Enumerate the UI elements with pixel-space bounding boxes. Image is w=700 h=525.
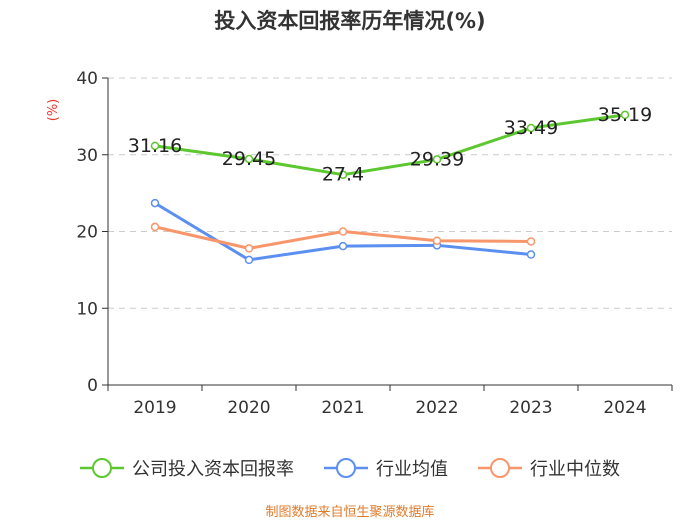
- y-tick-label: 30: [76, 146, 98, 166]
- data-label: 35.19: [598, 104, 652, 126]
- data-label-layer: 31.16 29.45 27.4 29.39 33.49 35.19: [128, 104, 652, 186]
- data-point: [620, 110, 630, 120]
- x-tick-label: 2024: [603, 398, 646, 418]
- data-point: [432, 155, 442, 164]
- x-tick-label: 2021: [321, 398, 364, 418]
- legend-marker-icon: [336, 458, 356, 478]
- data-point: [244, 255, 254, 265]
- axis-layer: 0 10 20 30 40 2019 2020 2021 2022 2023 2024: [76, 69, 673, 418]
- data-point: [150, 222, 160, 232]
- legend-label: 公司投入资本回报率: [132, 459, 294, 480]
- y-tick-label: 20: [76, 223, 98, 243]
- data-label: 33.49: [504, 117, 558, 139]
- grid-layer: [108, 77, 672, 309]
- legend-item-0[interactable]: 公司投入资本回报率: [80, 458, 294, 480]
- x-tick-label: 2023: [509, 398, 552, 418]
- data-point: [150, 141, 160, 151]
- data-point: [526, 237, 536, 246]
- legend-marker-icon: [92, 458, 112, 478]
- data-point: [432, 236, 442, 245]
- data-point: [526, 123, 536, 133]
- legend-label: 行业中位数: [530, 459, 620, 480]
- data-point: [526, 250, 536, 259]
- data-label: 29.45: [222, 148, 276, 170]
- x-tick-label: 2019: [133, 398, 176, 418]
- data-point: [338, 241, 348, 251]
- chart-title: 投入资本回报率历年情况(%): [214, 9, 485, 33]
- data-point: [150, 198, 160, 208]
- y-tick-label: 40: [76, 69, 98, 89]
- data-point: [338, 170, 348, 179]
- series-layer: [150, 110, 630, 265]
- data-point: [244, 154, 254, 164]
- data-point: [338, 227, 348, 236]
- legend-label: 行业均值: [376, 459, 448, 480]
- x-tick-label: 2020: [227, 398, 270, 418]
- legend: 公司投入资本回报率 行业均值 行业中位数: [80, 458, 620, 480]
- source-note: 制图数据来自恒生聚源数据库: [265, 504, 434, 520]
- data-label: 31.16: [128, 135, 182, 157]
- data-label: 27.4: [322, 164, 364, 186]
- y-tick-label: 0: [87, 376, 98, 396]
- legend-marker-icon: [490, 458, 510, 478]
- series-line-0: [154, 113, 626, 177]
- data-point: [244, 244, 254, 253]
- data-label: 29.39: [410, 148, 464, 170]
- legend-item-1[interactable]: 行业均值: [324, 458, 448, 480]
- y-tick-label: 10: [76, 299, 98, 319]
- x-tick-label: 2022: [415, 398, 458, 418]
- legend-item-2[interactable]: 行业中位数: [478, 458, 620, 480]
- y-axis-unit-label: (%): [46, 99, 61, 122]
